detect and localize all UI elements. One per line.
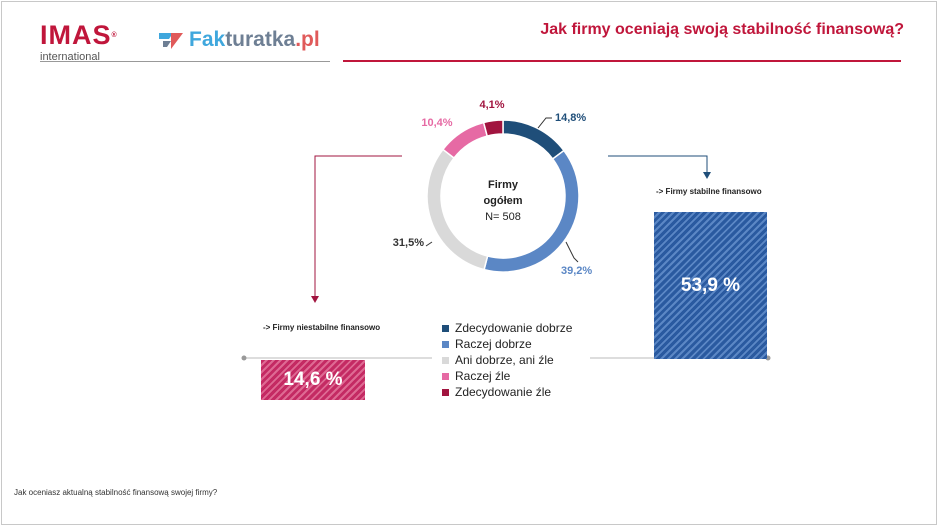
donut-slice-ani-dobrze xyxy=(426,148,489,271)
leader-line-zdecydowanie-dobrze xyxy=(537,117,552,129)
group-label-unstable: -> Firmy niestabilne finansowo xyxy=(263,323,381,332)
header-divider-right xyxy=(343,60,901,62)
data-label-zdecydowanie-dobrze: 14,8% xyxy=(555,112,586,124)
group-label-stable: -> Firmy stabilne finansowo xyxy=(656,187,762,196)
leader-line-raczej-dobrze xyxy=(565,241,579,263)
connector-stable xyxy=(608,155,708,176)
center-label-line2: ogółem xyxy=(483,195,522,207)
donut-slice-zdecydowanie-dobrze xyxy=(502,119,565,160)
page-title: Jak firmy oceniają swoją stabilność fina… xyxy=(540,21,904,38)
header-divider-left xyxy=(40,61,330,62)
legend-swatch xyxy=(442,372,449,380)
donut-slice-zdecydowanie-zle xyxy=(482,119,504,137)
value-box-stable: 53,9 % xyxy=(654,212,767,359)
center-label-line1: Firmy xyxy=(488,179,519,191)
legend-swatch xyxy=(442,388,449,396)
value-box-unstable: 14,6 % xyxy=(261,360,365,400)
arrow-unstable-icon xyxy=(311,296,319,303)
legend-item-zdecydowanie-dobrze: Zdecydowanie dobrze xyxy=(442,320,572,336)
chart-legend: Zdecydowanie dobrze Raczej dobrze Ani do… xyxy=(442,320,572,400)
data-label-raczej-zle: 10,4% xyxy=(421,117,452,129)
legend-swatch xyxy=(442,324,449,332)
fakturatka-logo: Fakturatka.pl xyxy=(157,28,320,52)
legend-swatch xyxy=(442,340,449,348)
legend-item-raczej-zle: Raczej źle xyxy=(442,368,572,384)
data-label-zdecydowanie-zle: 4,1% xyxy=(479,99,504,111)
fakturatka-mark-icon xyxy=(159,33,183,49)
survey-question: Jak oceniasz aktualną stabilność finanso… xyxy=(14,488,218,497)
data-label-ani-dobrze: 31,5% xyxy=(393,237,424,249)
legend-item-zdecydowanie-zle: Zdecydowanie źle xyxy=(442,384,572,400)
legend-item-raczej-dobrze: Raczej dobrze xyxy=(442,336,572,352)
leader-line-ani-dobrze xyxy=(425,241,433,247)
center-n-label: N= 508 xyxy=(485,211,521,223)
data-label-raczej-dobrze: 39,2% xyxy=(561,265,592,277)
legend-item-ani-dobrze: Ani dobrze, ani źle xyxy=(442,352,572,368)
connector-unstable xyxy=(314,155,402,300)
legend-swatch xyxy=(442,356,449,364)
arrow-stable-icon xyxy=(703,172,711,179)
baseline-end-left xyxy=(241,355,247,361)
imas-logo: IMAS® international xyxy=(40,20,118,64)
